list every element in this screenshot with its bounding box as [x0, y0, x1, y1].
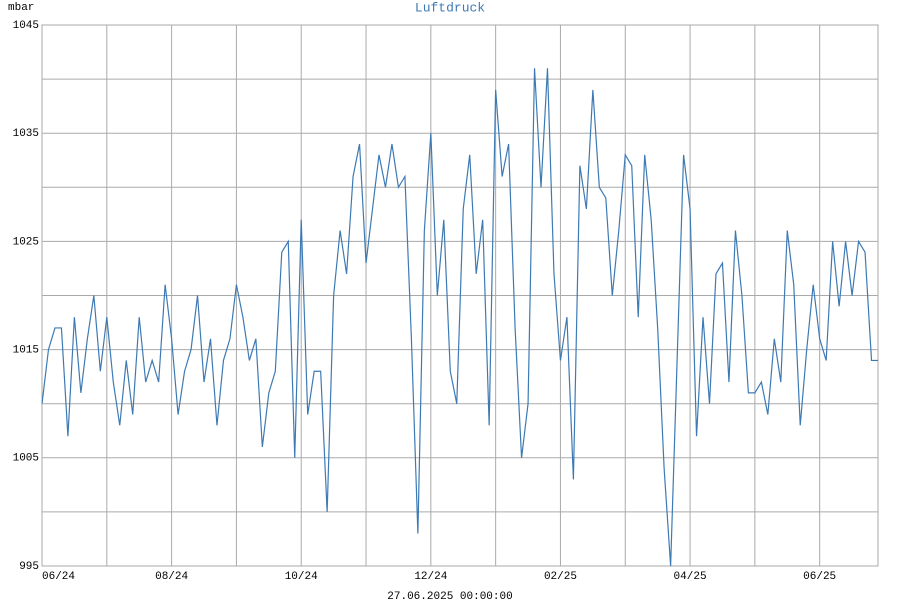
x-tick-label: 08/24: [155, 571, 188, 583]
chart-title: Luftdruck: [415, 0, 485, 15]
y-axis-label: mbar: [8, 2, 34, 14]
x-tick-label: 04/25: [674, 571, 707, 583]
x-tick-label: 10/24: [285, 571, 318, 583]
x-tick-label: 06/24: [42, 571, 75, 583]
data-line: [41, 68, 878, 567]
x-tick-label: 12/24: [414, 571, 447, 583]
footer: 27.06.2025 00:00:00: [387, 591, 512, 600]
y-tick-label: 1045: [13, 20, 39, 32]
y-tick-label: 1035: [13, 128, 39, 140]
x-tick-label: 02/25: [544, 571, 577, 583]
y-tick-label: 1015: [13, 345, 39, 357]
x-tick-label: 06/25: [803, 571, 836, 583]
y-tick-label: 1025: [13, 236, 39, 248]
y-tick-label: 995: [19, 561, 39, 573]
y-tick-label: 1005: [13, 453, 39, 465]
